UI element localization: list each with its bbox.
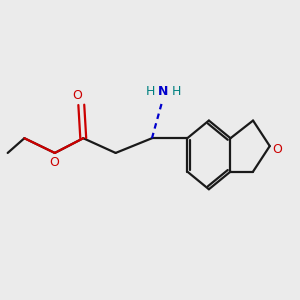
Text: O: O [273, 142, 283, 155]
Text: O: O [49, 156, 59, 169]
Text: N: N [158, 85, 168, 98]
Text: H: H [146, 85, 155, 98]
Text: H: H [172, 85, 181, 98]
Text: O: O [72, 89, 82, 102]
